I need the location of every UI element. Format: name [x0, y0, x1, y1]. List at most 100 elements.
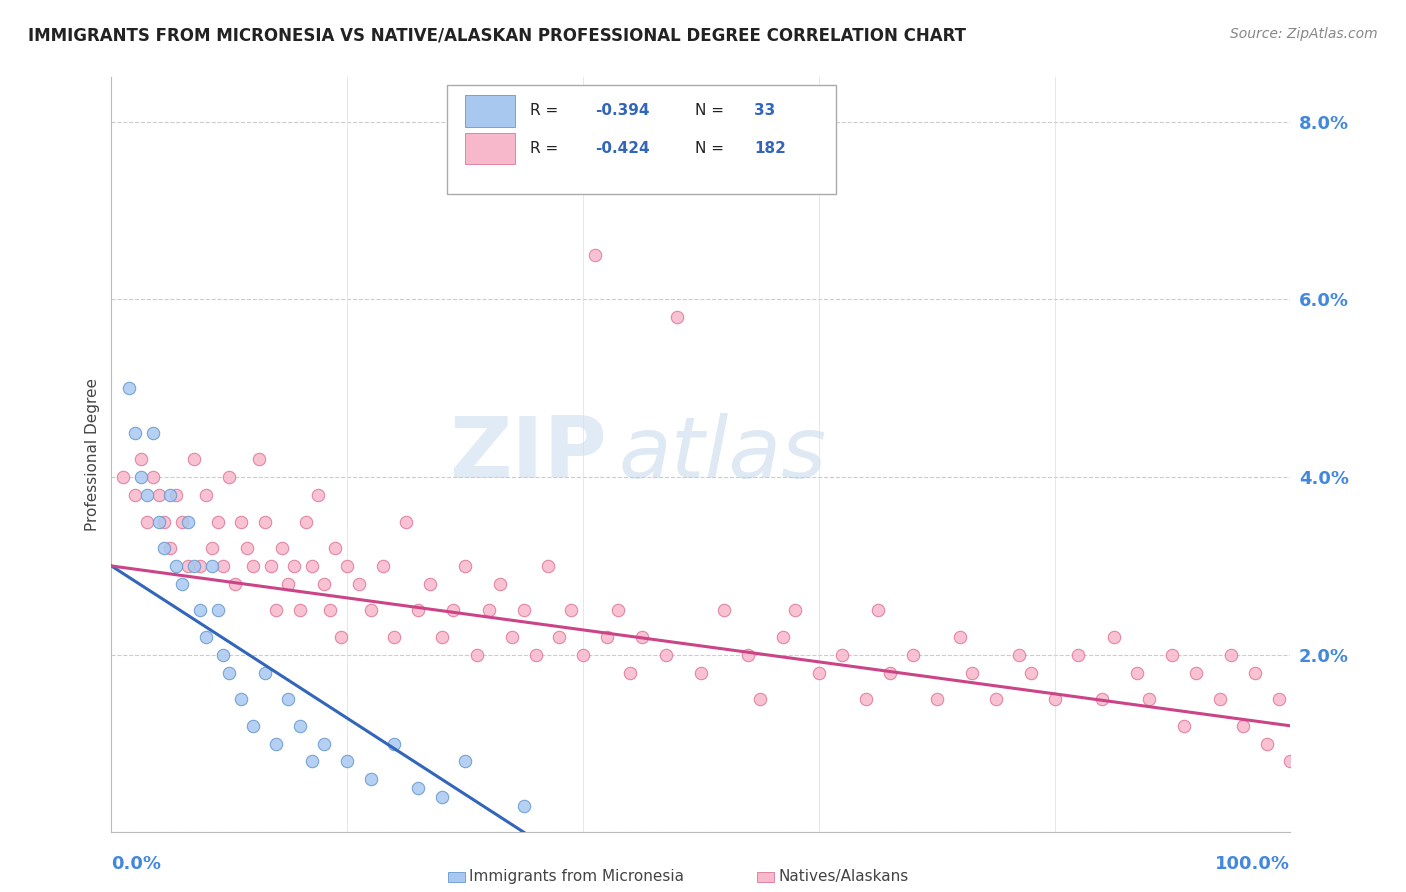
Point: [207, 515, 229, 529]
Point: [229, 692, 252, 706]
Text: atlas: atlas: [619, 413, 827, 497]
Point: [583, 248, 606, 262]
FancyBboxPatch shape: [447, 85, 837, 194]
Point: [142, 470, 165, 484]
Point: [1161, 648, 1184, 662]
Point: [194, 630, 217, 644]
Point: [654, 648, 676, 662]
Point: [301, 755, 323, 769]
Point: [312, 737, 335, 751]
Point: [1043, 692, 1066, 706]
Point: [218, 470, 240, 484]
Point: [277, 576, 299, 591]
Point: [901, 648, 924, 662]
Text: 33: 33: [754, 103, 775, 118]
Point: [406, 603, 429, 617]
Point: [737, 648, 759, 662]
Point: [772, 630, 794, 644]
Point: [748, 692, 770, 706]
Point: [188, 558, 211, 573]
Point: [347, 576, 370, 591]
Point: [201, 541, 224, 556]
Point: [572, 648, 595, 662]
Point: [949, 630, 972, 644]
Point: [307, 488, 329, 502]
FancyBboxPatch shape: [465, 95, 515, 127]
Point: [183, 452, 205, 467]
Point: [201, 558, 224, 573]
Point: [382, 630, 405, 644]
Point: [419, 576, 441, 591]
Point: [177, 515, 200, 529]
Point: [395, 515, 418, 529]
Point: [441, 603, 464, 617]
Point: [336, 755, 359, 769]
Point: [247, 452, 270, 467]
Point: [1244, 665, 1267, 680]
Point: [960, 665, 983, 680]
Point: [153, 515, 176, 529]
Point: [288, 603, 311, 617]
Point: [129, 470, 152, 484]
Point: [984, 692, 1007, 706]
Point: [1185, 665, 1208, 680]
Point: [1279, 755, 1302, 769]
Point: [277, 692, 299, 706]
Point: [148, 488, 170, 502]
Point: [194, 488, 217, 502]
Text: Natives/Alaskans: Natives/Alaskans: [778, 870, 908, 885]
Point: [548, 630, 571, 644]
Point: [371, 558, 394, 573]
Y-axis label: Professional Degree: Professional Degree: [86, 378, 100, 532]
Point: [218, 665, 240, 680]
Point: [478, 603, 501, 617]
Point: [148, 515, 170, 529]
Point: [595, 630, 617, 644]
Point: [831, 648, 853, 662]
Point: [1091, 692, 1114, 706]
Text: R =: R =: [530, 141, 562, 156]
Point: [253, 665, 276, 680]
Point: [212, 648, 235, 662]
Text: 0.0%: 0.0%: [111, 855, 162, 872]
Text: IMMIGRANTS FROM MICRONESIA VS NATIVE/ALASKAN PROFESSIONAL DEGREE CORRELATION CHA: IMMIGRANTS FROM MICRONESIA VS NATIVE/ALA…: [28, 27, 966, 45]
Point: [501, 630, 523, 644]
Point: [1019, 665, 1042, 680]
Point: [242, 719, 264, 733]
Text: -0.424: -0.424: [595, 141, 650, 156]
Text: Source: ZipAtlas.com: Source: ZipAtlas.com: [1230, 27, 1378, 41]
Point: [271, 541, 294, 556]
Point: [666, 310, 689, 325]
Text: ZIP: ZIP: [449, 413, 606, 497]
Point: [619, 665, 641, 680]
Point: [224, 576, 246, 591]
Point: [1256, 737, 1278, 751]
Point: [1267, 692, 1289, 706]
Point: [360, 772, 382, 786]
Point: [165, 558, 187, 573]
Point: [229, 515, 252, 529]
Point: [159, 541, 181, 556]
Point: [253, 515, 276, 529]
Point: [165, 488, 187, 502]
Point: [1008, 648, 1031, 662]
Point: [454, 755, 477, 769]
Point: [177, 558, 200, 573]
Point: [236, 541, 259, 556]
Point: [807, 665, 830, 680]
Point: [855, 692, 877, 706]
Point: [153, 541, 176, 556]
Text: 100.0%: 100.0%: [1215, 855, 1291, 872]
Point: [785, 603, 807, 617]
Point: [879, 665, 901, 680]
Point: [259, 558, 281, 573]
Point: [124, 488, 146, 502]
Point: [135, 515, 157, 529]
Point: [607, 603, 630, 617]
Point: [142, 425, 165, 440]
Point: [318, 603, 340, 617]
FancyBboxPatch shape: [465, 133, 515, 164]
Point: [266, 737, 288, 751]
Point: [188, 603, 211, 617]
Point: [430, 789, 453, 804]
